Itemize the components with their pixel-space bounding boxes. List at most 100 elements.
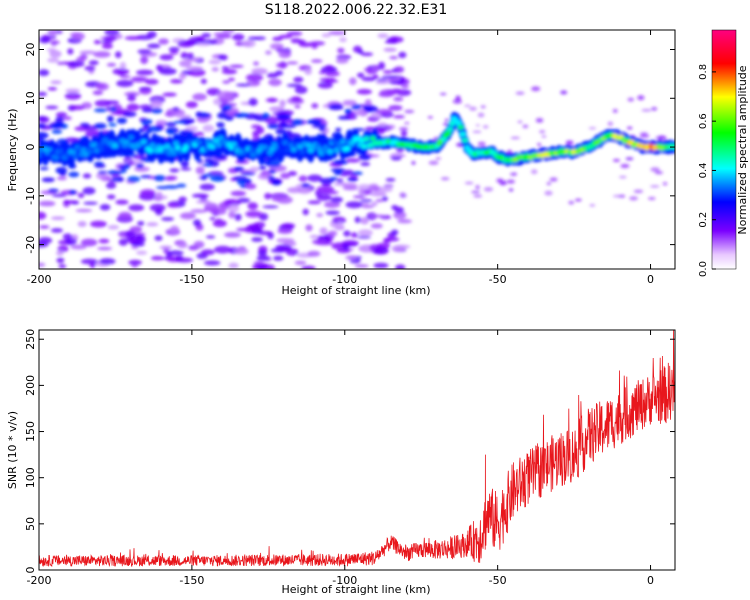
spectrogram-noise-blob	[298, 42, 313, 48]
spectrogram-noise-blob	[115, 199, 129, 205]
spectrogram-noise-blob	[168, 46, 180, 52]
spectrogram-noise-blob	[328, 103, 344, 111]
spectrogram-noise-blob	[167, 250, 184, 256]
spectrogram-noise-blob	[651, 107, 658, 111]
spectrogram-noise-blob	[250, 81, 261, 86]
spectrogram-noise-blob	[220, 107, 229, 112]
spectrogram-noise-blob	[386, 89, 405, 94]
spectrogram-noise-blob	[535, 118, 544, 123]
spectrogram-noise-blob	[146, 31, 157, 39]
spectrogram-noise-blob	[337, 47, 345, 54]
colorbar-tick-label: 0.8	[698, 64, 709, 80]
spectrogram-noise-blob	[351, 104, 361, 111]
spectrogram-noise-blob	[387, 124, 396, 130]
spectrogram-noise-blob	[217, 112, 229, 119]
spectrogram-noise-blob	[361, 204, 374, 209]
spectrogram-noise-blob	[124, 91, 140, 97]
spectrogram-noise-blob	[398, 51, 407, 59]
spectrogram-noise-blob	[227, 204, 240, 213]
spectrogram-ridge-core	[461, 137, 468, 143]
spectrogram-noise-blob	[258, 165, 267, 170]
spectrogram-noise-blob	[280, 172, 291, 179]
spectrogram-noise-blob	[93, 51, 111, 58]
spectrogram-noise-blob	[294, 104, 301, 109]
spectrogram-noise-blob	[178, 196, 187, 203]
spectrogram-noise-blob	[93, 122, 107, 130]
spectrogram-noise-blob	[381, 196, 388, 202]
spectrogram-noise-blob	[319, 227, 328, 235]
spectrogram-noise-blob	[278, 50, 292, 59]
spectrogram-noise-blob	[137, 49, 152, 54]
spectrogram-noise-blob	[193, 219, 202, 227]
spectrogram-noise-blob	[574, 198, 582, 202]
spectrogram-noise-blob	[39, 200, 56, 207]
spectrogram-y-tick-label: 10	[24, 91, 37, 105]
spectrogram-noise-blob	[316, 193, 332, 201]
spectrogram-noise-blob	[290, 96, 302, 103]
spectrogram-noise-blob	[342, 186, 359, 191]
spectrogram-noise-blob	[49, 50, 62, 58]
spectrogram-ridge-core	[303, 147, 310, 154]
spectrogram-noise-blob	[41, 177, 55, 183]
spectrogram-x-tick-label: -150	[179, 273, 204, 286]
spectrogram-noise-blob	[333, 170, 343, 176]
spectrogram-noise-blob	[82, 173, 92, 179]
spectrogram-noise-blob	[565, 140, 574, 145]
spectrogram-noise-blob	[262, 205, 279, 209]
spectrogram-noise-blob	[124, 35, 143, 41]
snr-y-tick-label: 100	[24, 467, 37, 488]
spectrogram-noise-blob	[568, 200, 575, 205]
spectrogram-noise-blob	[342, 243, 350, 251]
spectrogram-noise-blob	[368, 185, 381, 192]
spectrogram-noise-blob	[97, 170, 108, 175]
spectrogram-noise-blob	[273, 255, 284, 261]
spectrogram-noise-blob	[358, 229, 373, 237]
spectrogram-noise-blob	[328, 177, 339, 181]
spectrogram-y-tick-label: 0	[24, 144, 37, 151]
spectrogram-noise-blob	[245, 73, 264, 82]
spectrogram-noise-blob	[169, 225, 180, 234]
spectrogram-ridge-core	[147, 148, 154, 154]
spectrogram-noise-blob	[64, 92, 82, 100]
spectrogram-noise-blob	[607, 121, 614, 127]
spectrogram-noise-blob	[108, 122, 117, 127]
spectrogram-noise-blob	[68, 171, 80, 178]
spectrogram-noise-blob	[88, 60, 99, 66]
spectrogram-noise-blob	[321, 33, 332, 38]
spectrogram-ridge-core	[57, 148, 64, 154]
spectrogram-noise-blob	[126, 103, 140, 111]
spectrogram-noise-blob	[111, 177, 121, 181]
spectrogram-ridge-core	[196, 139, 203, 146]
snr-ylabel: SNR (10 * v/v)	[6, 411, 19, 489]
spectrogram-noise-blob	[46, 48, 57, 52]
spectrogram-noise-blob	[200, 249, 215, 256]
spectrogram-noise-blob	[301, 265, 316, 269]
spectrogram-noise-blob	[483, 187, 494, 192]
spectrogram-noise-blob	[356, 72, 365, 78]
spectrogram-noise-blob	[217, 54, 228, 61]
spectrogram-noise-blob	[335, 127, 342, 132]
spectrogram-noise-blob	[127, 94, 136, 102]
spectrogram-noise-blob	[271, 178, 282, 186]
spectrogram-noise-blob	[84, 65, 96, 71]
spectrogram-noise-blob	[239, 184, 248, 189]
spectrogram-noise-blob	[235, 83, 251, 87]
spectrogram-noise-blob	[72, 32, 85, 41]
colorbar-label: Normalized spectral amplitude	[736, 65, 749, 234]
spectrogram-noise-blob	[56, 61, 64, 65]
spectrogram-noise-blob	[294, 260, 307, 265]
spectrogram-noise-blob	[383, 237, 391, 244]
spectrogram-noise-blob	[50, 216, 65, 220]
spectrogram-ridge-core	[459, 131, 466, 137]
spectrogram-ridge-core	[457, 124, 464, 130]
spectrogram-noise-blob	[39, 116, 50, 124]
spectrogram-ridge-core	[282, 140, 289, 146]
spectrogram-noise-blob	[480, 105, 486, 109]
spectrogram-ridge-core	[102, 137, 109, 143]
spectrogram-noise-blob	[104, 30, 120, 36]
spectrogram-noise-blob	[240, 172, 256, 176]
spectrogram-noise-blob	[116, 117, 128, 124]
spectrogram-noise-blob	[222, 80, 231, 84]
spectrogram-noise-blob	[56, 176, 68, 181]
snr-y-tick-label: 150	[24, 421, 37, 442]
